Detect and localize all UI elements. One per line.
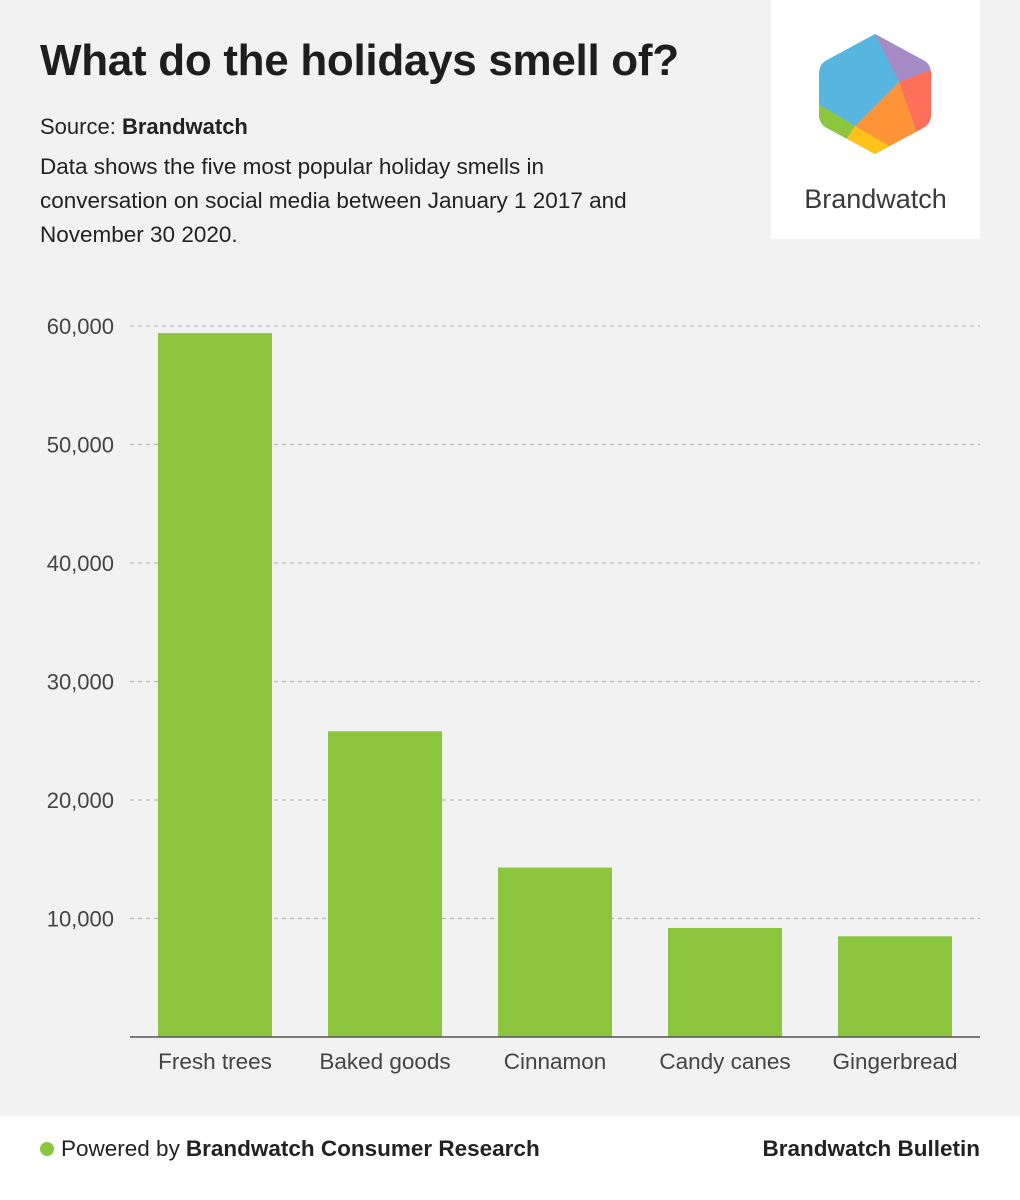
y-axis-labels: 10,000 20,000 30,000 40,000 50,000 60,000 — [47, 314, 114, 932]
bar — [328, 731, 442, 1037]
bar-chart: 10,000 20,000 30,000 40,000 50,000 60,000 Fre… — [47, 314, 980, 1074]
x-tick-label: Fresh trees — [158, 1049, 272, 1074]
x-tick-label: Baked goods — [319, 1049, 450, 1074]
source-line: Source: Brandwatch — [40, 114, 248, 140]
powered-prefix: Powered by — [61, 1136, 180, 1161]
bulletin-label: Brandwatch Bulletin — [762, 1136, 980, 1161]
y-tick-label: 40,000 — [47, 551, 114, 576]
footer: Powered by Brandwatch Consumer Research … — [0, 1116, 1020, 1200]
y-tick-label: 20,000 — [47, 788, 114, 813]
y-tick-label: 50,000 — [47, 433, 114, 458]
powered-name: Brandwatch Consumer Research — [185, 1136, 540, 1161]
chart-bars — [158, 333, 952, 1037]
x-tick-label: Gingerbread — [832, 1049, 957, 1074]
powered-by: Powered by Brandwatch Consumer Research — [40, 1136, 540, 1162]
chart-description: Data shows the five most popular holiday… — [40, 154, 627, 247]
bar — [838, 936, 952, 1037]
y-tick-label: 60,000 — [47, 314, 114, 339]
green-dot-icon — [40, 1142, 54, 1156]
x-tick-label: Cinnamon — [504, 1049, 607, 1074]
chart-title: What do the holidays smell of? — [40, 36, 679, 85]
bar — [158, 333, 272, 1037]
brandwatch-wordmark: Brandwatch — [804, 184, 947, 214]
brandwatch-hexagon-icon — [819, 34, 931, 154]
x-axis-labels: Fresh trees Baked goods Cinnamon Candy cane… — [158, 1049, 957, 1074]
brandwatch-logo: Brandwatch — [771, 0, 980, 239]
bar — [668, 927, 782, 1037]
y-tick-label: 30,000 — [47, 670, 114, 695]
y-tick-label: 10,000 — [47, 907, 114, 932]
source-label: Source: — [40, 114, 116, 139]
bar — [498, 867, 612, 1037]
x-tick-label: Candy canes — [659, 1049, 790, 1074]
source-name: Brandwatch — [121, 114, 248, 139]
